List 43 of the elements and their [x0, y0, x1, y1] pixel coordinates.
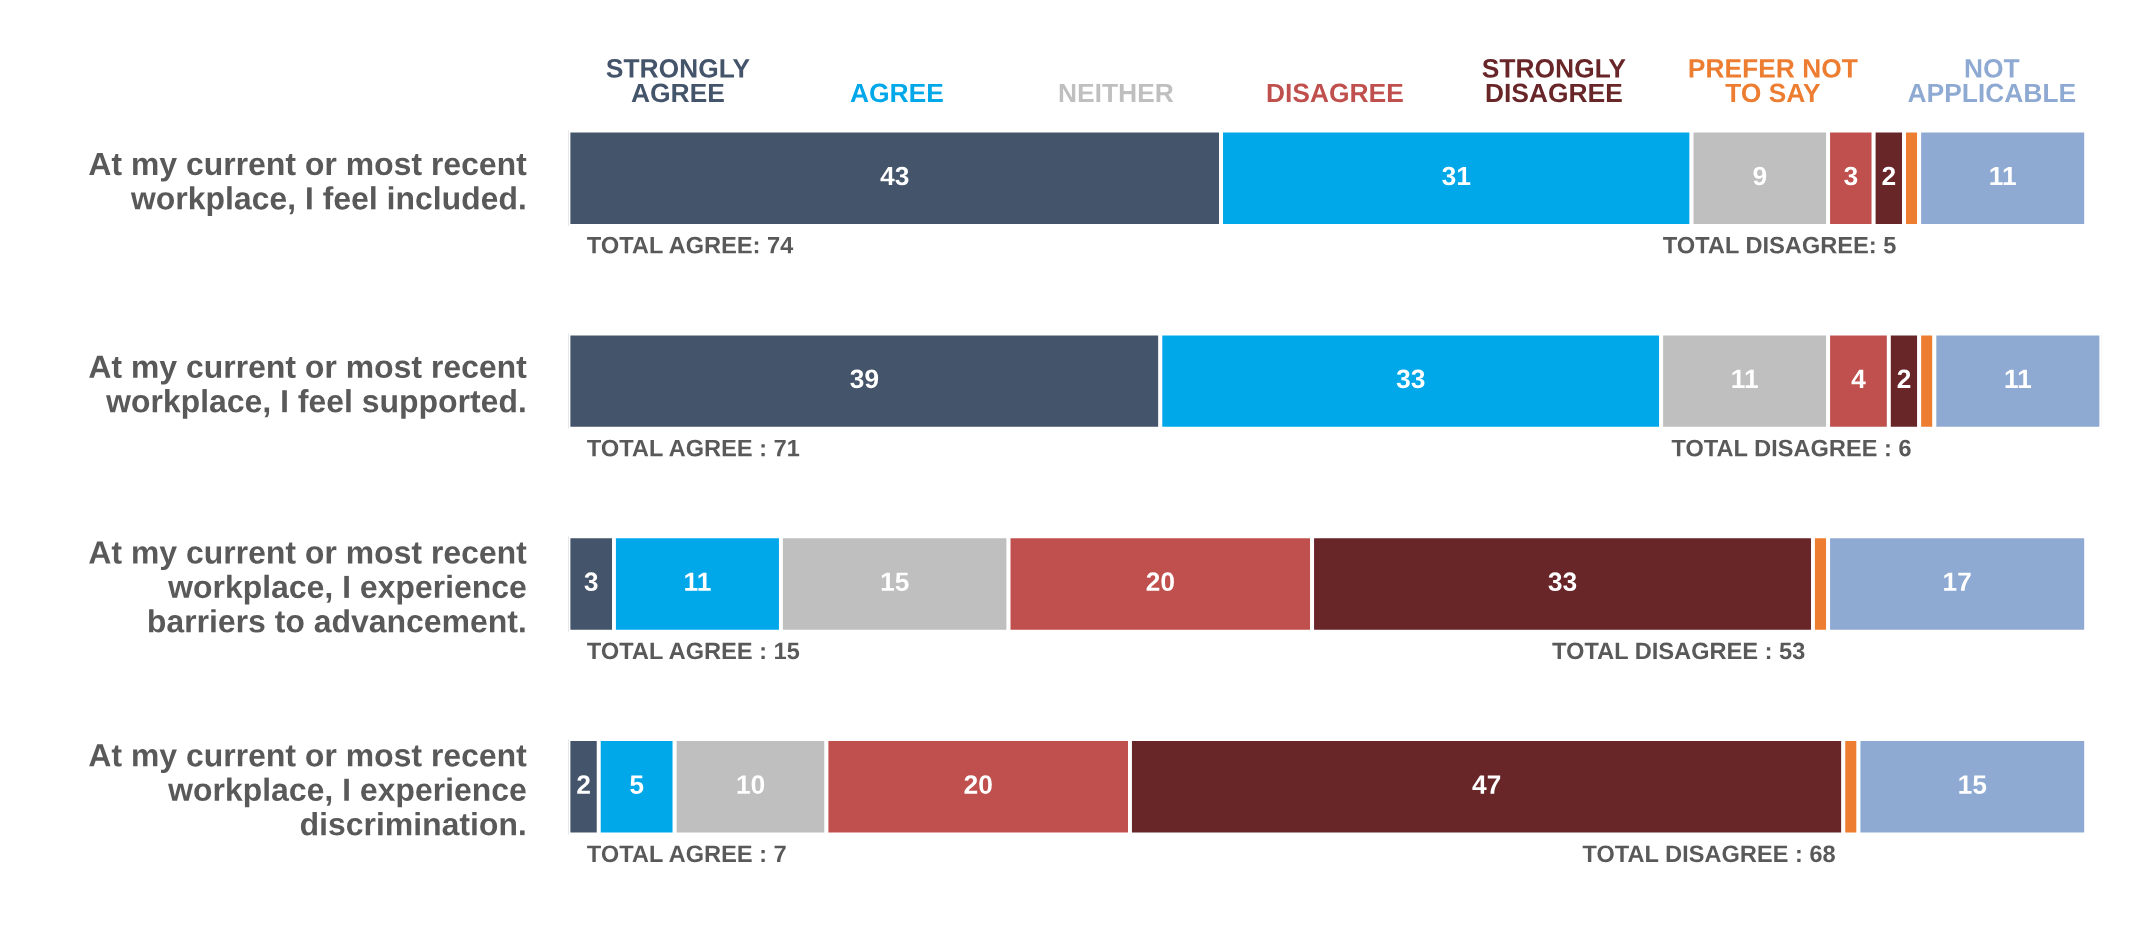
annotation: TOTAL DISAGREE: 5 [1663, 236, 1896, 254]
data-label: 39 [850, 369, 879, 389]
data-label: 33 [1548, 572, 1577, 592]
annotation: TOTAL AGREE : 7 [587, 845, 786, 863]
data-label: 2 [1897, 369, 1911, 388]
y-tick-label: At my current or most recent workplace, I experience discrimination. [89, 744, 527, 836]
text: DISAGREE [1267, 83, 1403, 103]
data-label: 17 [1944, 572, 1971, 591]
annotation: TOTAL DISAGREE : 53 [1552, 642, 1805, 660]
data-label: 15 [881, 572, 909, 592]
data-label: 33 [1396, 369, 1425, 389]
data-label: 15 [1959, 775, 1987, 794]
annotation: TOTAL AGREE : 71 [587, 439, 800, 457]
y-tick-label: At my current or most recent workplace, I feel supported. [89, 355, 527, 419]
data-label: 11 [2005, 369, 2032, 388]
data-label: 2 [577, 775, 590, 794]
data-label: 4 [1851, 369, 1866, 388]
data-label: 9 [1753, 166, 1767, 186]
data-label: 3 [584, 572, 598, 592]
data-label: 10 [737, 775, 765, 794]
text: AGREE [850, 83, 943, 103]
text: STRONGLY DISAGREE [1482, 59, 1626, 103]
data-label: 20 [1146, 572, 1174, 592]
y-tick-label: At my current or most recent workplace, I experience barriers to advancement. [89, 541, 527, 633]
data-label: 11 [1990, 166, 2016, 186]
data-label: 11 [685, 572, 711, 591]
text: PREFER NOT TO SAY [1689, 59, 1858, 103]
data-label: 5 [630, 775, 644, 794]
series-label: NOT APPLICABLE [1908, 59, 2076, 103]
data-label: 3 [1844, 166, 1858, 186]
annotation: TOTAL AGREE: 74 [587, 236, 794, 254]
data-label: 31 [1442, 166, 1471, 186]
data-label: 2 [1882, 166, 1896, 186]
data-label: 20 [964, 775, 992, 794]
y-tick-label: At my current or most recent workplace, I feel included. [89, 152, 527, 216]
series-label: STRONGLY AGREE [606, 59, 750, 103]
data-label: 11 [1732, 369, 1758, 388]
annotation: TOTAL DISAGREE : 68 [1582, 845, 1835, 863]
annotation: TOTAL DISAGREE : 6 [1671, 439, 1911, 457]
data-label: 43 [880, 166, 909, 186]
text: NEITHER [1059, 83, 1174, 103]
annotation: TOTAL AGREE : 15 [587, 642, 800, 660]
data-label: 47 [1472, 775, 1501, 794]
